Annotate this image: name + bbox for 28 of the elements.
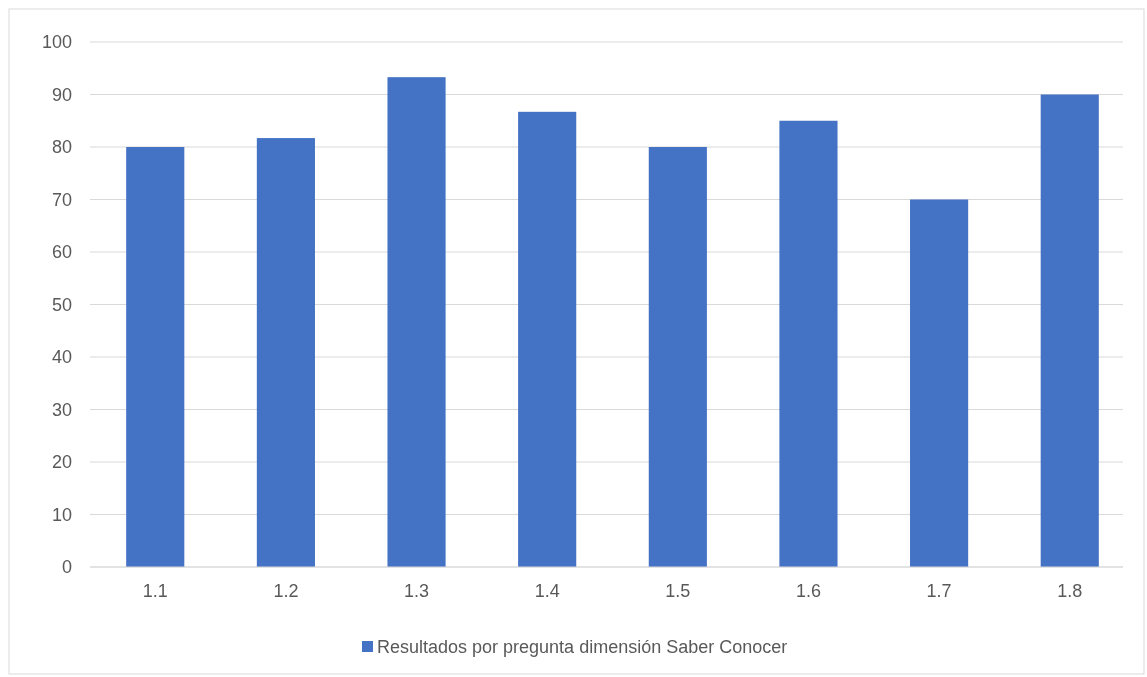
x-tick-label: 1.7: [926, 581, 952, 601]
y-tick-label: 70: [51, 189, 72, 210]
y-tick-label: 10: [51, 504, 72, 525]
legend-label: Resultados por pregunta dimensión Saber Conocer: [377, 637, 788, 658]
x-tick-label: 1.6: [795, 581, 821, 601]
bar: [910, 199, 969, 567]
y-tick-label: 80: [51, 137, 72, 158]
y-tick-label: 40: [51, 347, 72, 368]
y-tick-label: 20: [51, 452, 72, 473]
bar: [256, 138, 315, 567]
x-tick-label: 1.5: [665, 581, 691, 601]
y-tick-label: 0: [61, 557, 72, 578]
y-tick-label: 50: [51, 294, 72, 315]
bar: [779, 120, 838, 567]
y-tick-label: 30: [51, 399, 72, 420]
x-tick-label: 1.2: [273, 581, 299, 601]
x-tick-label: 1.1: [142, 581, 168, 601]
bar: [518, 111, 577, 567]
y-tick-label: 100: [41, 32, 72, 53]
x-tick-label: 1.3: [404, 581, 430, 601]
bar: [126, 147, 185, 567]
y-tick-label: 90: [51, 84, 72, 105]
x-tick-label: 1.4: [534, 581, 560, 601]
bar: [648, 147, 707, 567]
x-tick-label: 1.8: [1057, 581, 1083, 601]
y-tick-label: 60: [51, 242, 72, 263]
bar: [1040, 94, 1099, 567]
bar: [387, 77, 446, 567]
